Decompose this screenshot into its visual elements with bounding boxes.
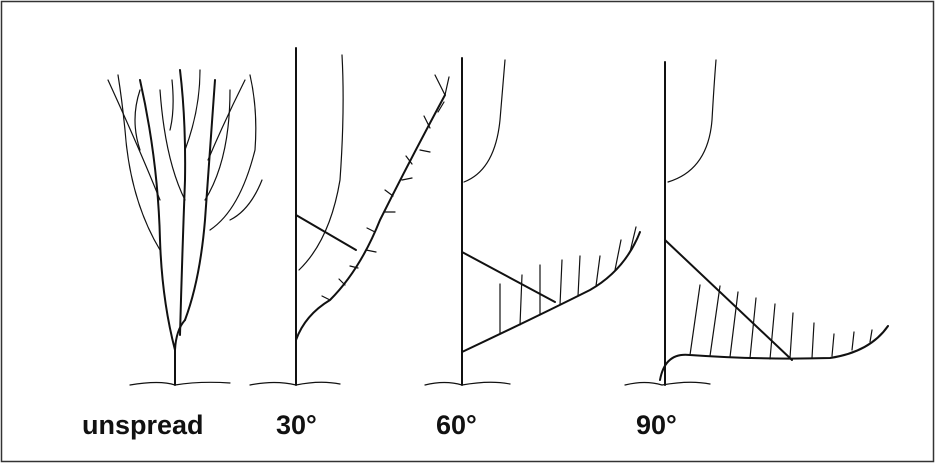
label: 90° [636,410,677,440]
tree-90 [624,59,889,386]
tree-unspread [107,69,263,386]
tree-60 [424,57,641,386]
label: 60° [436,410,477,440]
label: unspread [82,410,204,440]
label: 30° [276,410,317,440]
tree-30 [249,47,450,386]
